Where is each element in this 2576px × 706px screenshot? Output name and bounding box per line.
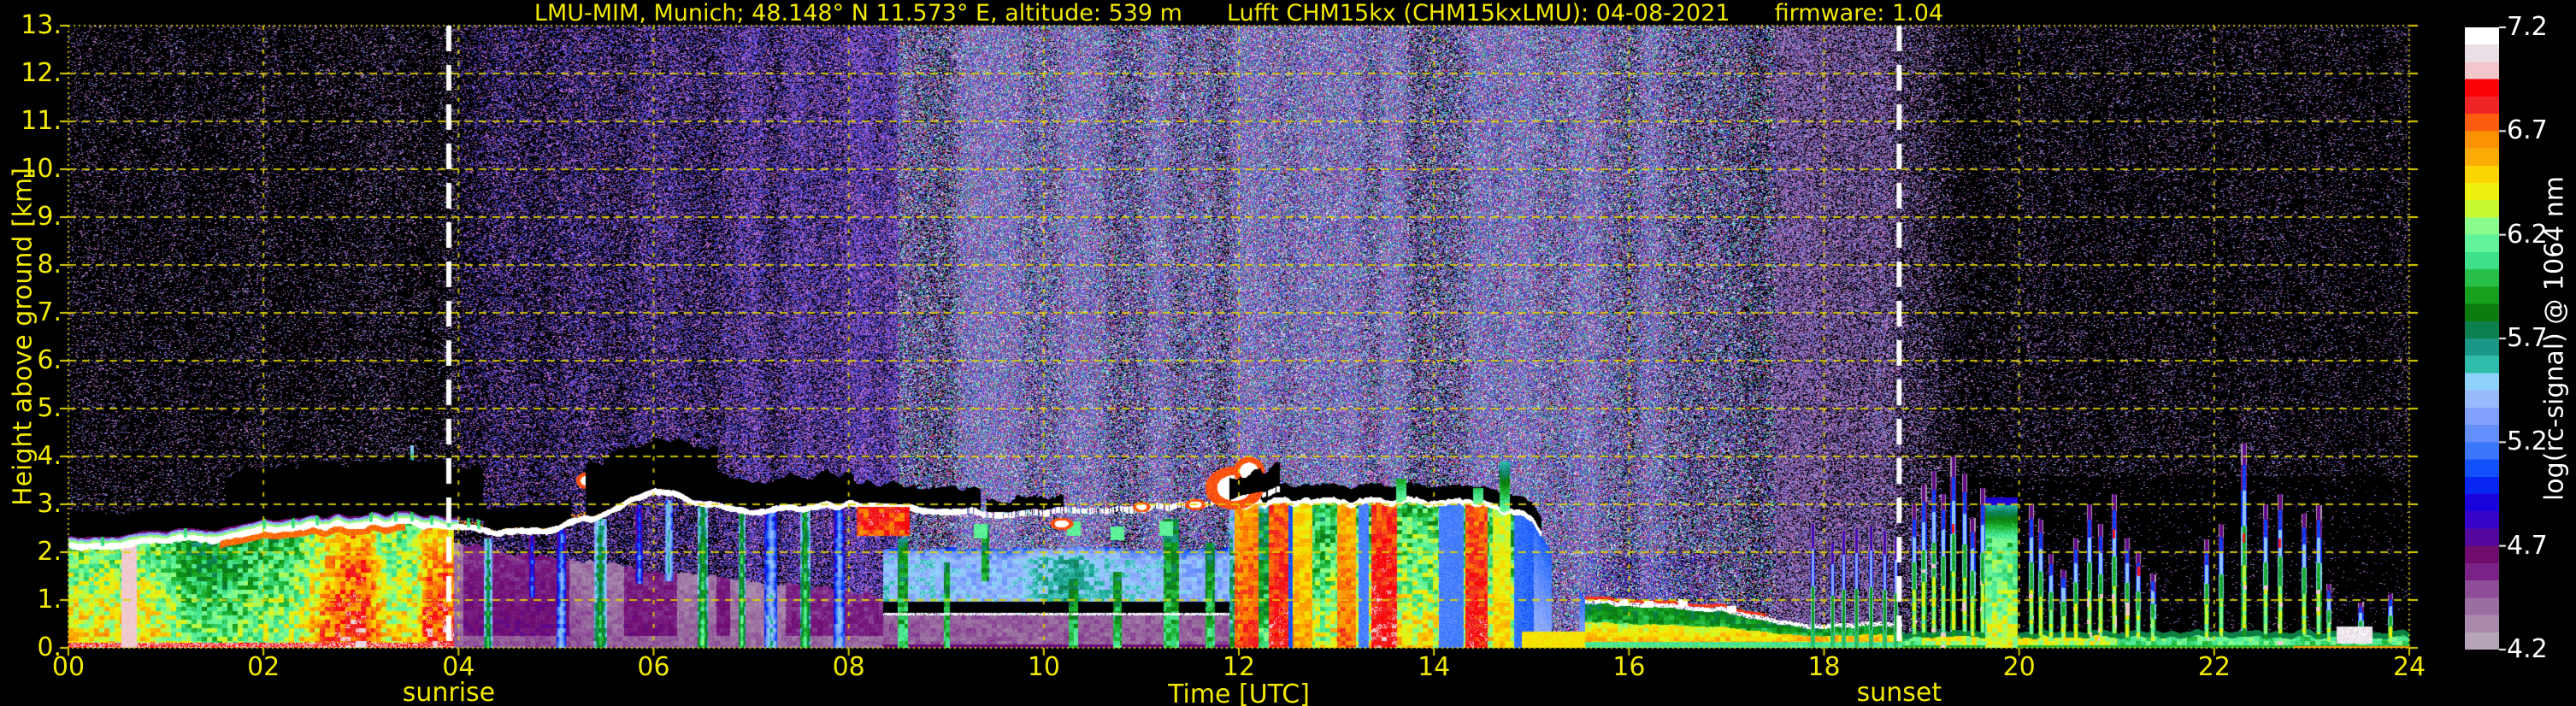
y-tick-label: 13. [21,10,62,40]
colorbar-tick-label: 7.2 [2507,12,2548,42]
sunrise-label: sunrise [402,678,496,706]
y-tick-label: 9. [37,202,62,232]
y-tick-label: 4. [37,441,62,471]
x-tick-label: 06 [637,652,670,682]
x-tick-label: 18 [1807,652,1841,682]
y-tick-label: 8. [37,250,62,279]
y-tick-label: 3. [37,489,62,519]
x-tick-label: 04 [442,652,475,682]
page-title: LMU-MIM, Munich; 48.148° N 11.573° E, al… [68,0,2409,26]
y-tick-label: 1. [37,585,62,615]
colorbar-tick-label: 5.2 [2507,427,2548,457]
y-tick-label: 0. [37,632,62,662]
colorbar-tick-label: 6.2 [2507,219,2548,250]
y-tick-label: 2. [37,537,62,567]
x-tick-label: 08 [832,652,865,682]
sunset-label: sunset [1856,678,1942,706]
x-tick-label: 10 [1027,652,1060,682]
x-tick-label: 16 [1612,652,1646,682]
colorbar-tick-label: 4.2 [2507,634,2548,664]
y-tick-label: 5. [37,393,62,423]
colorbar-tick-label: 6.7 [2507,115,2548,146]
y-tick-label: 12. [21,58,62,88]
x-tick-label: 24 [2392,652,2426,682]
colorbar-tick-label: 4.7 [2507,530,2548,561]
colorbar-tick-label: 5.7 [2507,323,2548,353]
y-tick-label: 6. [37,345,62,375]
x-tick-label: 14 [1418,652,1451,682]
x-tick-label: 12 [1222,652,1256,682]
x-axis-title: Time [UTC] [1168,680,1310,706]
x-tick-label: 00 [51,652,85,682]
y-tick-label: 11. [21,106,62,136]
x-tick-label: 02 [247,652,280,682]
x-tick-label: 22 [2197,652,2231,682]
instrument-title: Lufft CHM15kx (CHM15kxLMU): 04-08-2021 [1226,0,1730,26]
y-tick-label: 10. [21,154,62,184]
colorbar [2465,27,2499,650]
firmware-title: firmware: 1.04 [1774,0,1944,26]
station-title: LMU-MIM, Munich; 48.148° N 11.573° E, al… [533,0,1182,26]
x-tick-label: 20 [2002,652,2036,682]
y-tick-label: 7. [37,297,62,327]
